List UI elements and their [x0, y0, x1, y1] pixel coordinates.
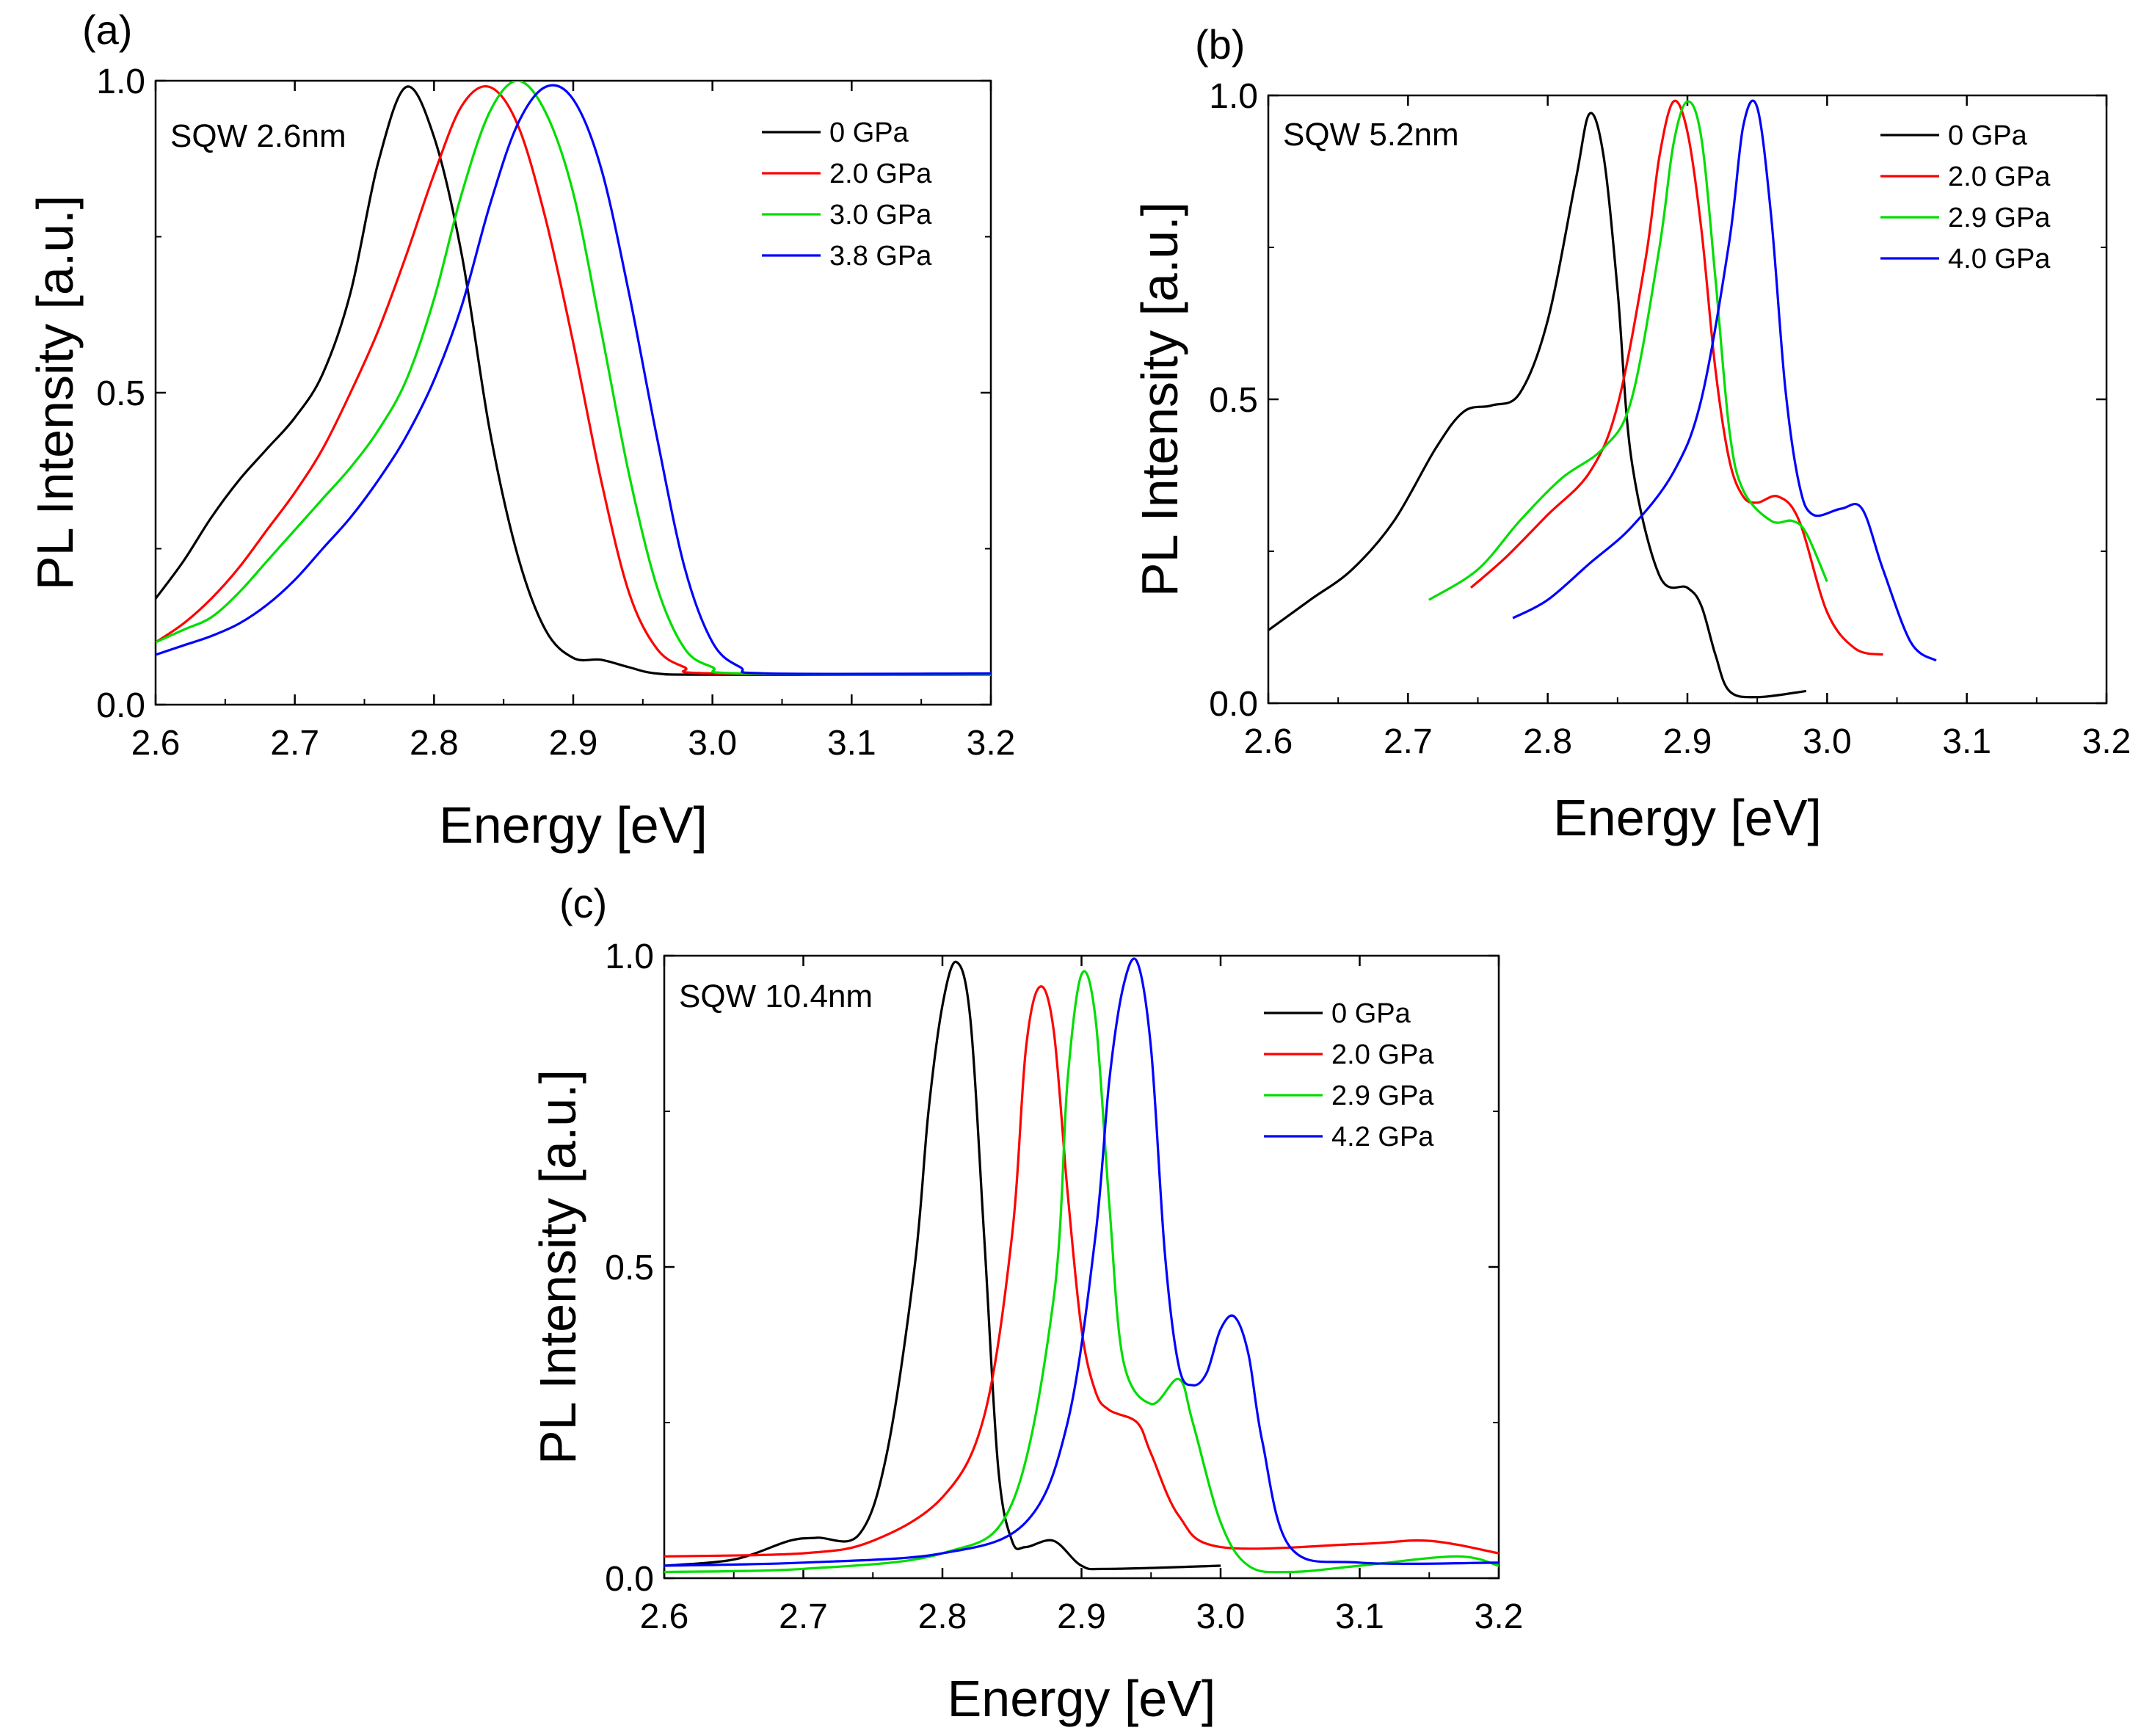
x-tick-label: 2.7 — [1384, 722, 1433, 761]
x-tick-label: 2.8 — [410, 724, 459, 763]
x-tick-label: 3.1 — [827, 724, 876, 763]
legend-label: 2.9 GPa — [1331, 1081, 1434, 1111]
panel-label: (b) — [1195, 21, 1245, 68]
chart-panel-1: (a) 2.6 2.7 2.8 2.9 3.0 3.1 3.2 0.0 0.5 1.0 Energy … — [26, 7, 1015, 854]
series-group — [156, 81, 991, 676]
series-line-4 — [664, 957, 1499, 1567]
panel-label: (c) — [559, 880, 607, 926]
sample-annotation: SQW 10.4nm — [679, 978, 873, 1014]
series-line-3 — [156, 81, 991, 676]
x-tick-label: 2.9 — [1057, 1597, 1106, 1636]
y-tick-label: 0.0 — [605, 1560, 654, 1599]
y-tick-label: 1.0 — [605, 937, 654, 976]
y-tick-label: 1.0 — [1209, 77, 1258, 116]
x-tick-label: 2.9 — [1663, 722, 1712, 761]
legend-label: 0 GPa — [1948, 120, 2028, 151]
y-axis-title: PL Intensity [a.u.] — [1131, 202, 1188, 597]
y-axis-title: PL Intensity [a.u.] — [26, 195, 84, 590]
x-tick-label: 3.1 — [1942, 722, 1991, 761]
x-axis-title: Energy [eV] — [1553, 789, 1822, 846]
series-line-3 — [664, 970, 1499, 1574]
x-tick-label: 2.7 — [270, 724, 319, 763]
x-tick-label: 2.8 — [918, 1597, 967, 1636]
panel-label: (a) — [82, 7, 132, 53]
x-tick-label: 2.9 — [549, 724, 598, 763]
y-tick-label: 0.5 — [1209, 381, 1258, 420]
series-line-1 — [1268, 112, 1807, 699]
x-tick-label: 3.2 — [1475, 1597, 1524, 1636]
legend-label: 0 GPa — [829, 117, 909, 148]
x-axis-title: Energy [eV] — [439, 796, 708, 854]
series-line-4 — [1512, 99, 1937, 662]
x-tick-label: 3.2 — [2082, 722, 2130, 761]
legend-label: 4.2 GPa — [1331, 1122, 1434, 1152]
x-axis-title: Energy [eV] — [948, 1670, 1216, 1727]
legend-label: 2.0 GPa — [1331, 1039, 1434, 1070]
chart-panel-3: (c) 2.6 2.7 2.8 2.9 3.0 3.1 3.2 0.0 0.5 1.0 Energy … — [529, 880, 1523, 1727]
series-line-2 — [664, 985, 1499, 1558]
x-tick-label: 3.0 — [1196, 1597, 1246, 1636]
legend-label: 2.9 GPa — [1948, 203, 2051, 233]
series-group — [664, 957, 1499, 1574]
x-tick-label: 3.1 — [1335, 1597, 1384, 1636]
x-tick-label: 3.0 — [688, 724, 737, 763]
series-group — [1268, 99, 1937, 699]
y-tick-label: 0.0 — [96, 686, 145, 725]
y-tick-label: 1.0 — [96, 62, 145, 101]
legend-label: 0 GPa — [1331, 998, 1411, 1029]
legend-label: 3.0 GPa — [829, 200, 932, 230]
x-tick-label: 2.6 — [1244, 722, 1293, 761]
x-tick-label: 3.2 — [967, 724, 1016, 763]
series-line-1 — [664, 960, 1221, 1571]
x-tick-label: 2.8 — [1523, 722, 1572, 761]
sample-annotation: SQW 2.6nm — [170, 118, 346, 154]
y-axis-title: PL Intensity [a.u.] — [529, 1069, 586, 1464]
y-tick-label: 0.5 — [605, 1249, 654, 1288]
x-tick-label: 2.7 — [779, 1597, 828, 1636]
x-tick-label: 2.6 — [640, 1597, 689, 1636]
y-tick-label: 0.5 — [96, 374, 145, 413]
y-tick-label: 0.0 — [1209, 685, 1258, 724]
legend-label: 2.0 GPa — [1948, 161, 2051, 192]
chart-panel-2: (b) 2.6 2.7 2.8 2.9 3.0 3.1 3.2 0.0 0.5 1.0 Energy … — [1131, 21, 2130, 846]
series-line-3 — [1428, 100, 1828, 601]
series-line-4 — [156, 84, 991, 675]
x-tick-label: 3.0 — [1803, 722, 1852, 761]
series-line-2 — [156, 84, 991, 676]
legend-label: 3.8 GPa — [829, 241, 932, 272]
x-tick-label: 2.6 — [131, 724, 181, 763]
legend-label: 4.0 GPa — [1948, 244, 2051, 275]
legend-label: 2.0 GPa — [829, 159, 932, 189]
series-line-2 — [1469, 99, 1883, 656]
sample-annotation: SQW 5.2nm — [1283, 117, 1459, 153]
